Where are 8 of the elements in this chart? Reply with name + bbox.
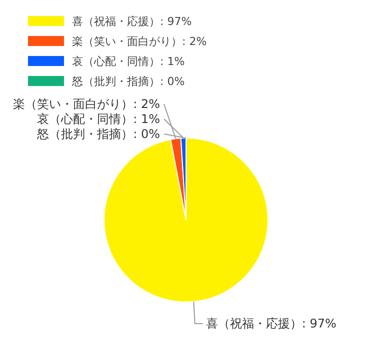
legend-label: 怒（批判・指摘）: 0% <box>71 75 185 88</box>
slice-label: 哀（心配・同情）: 1% <box>37 112 160 126</box>
slice-label: 喜（祝福・応援）: 97% <box>206 316 336 331</box>
legend-label: 哀（心配・同情）: 1% <box>72 55 185 68</box>
legend-label: 楽（笑い・面白がり）: 2% <box>72 35 207 48</box>
slice-label: 楽（笑い・面白がり）: 2% <box>13 97 160 111</box>
legend-label: 喜（祝福・応援）: 97% <box>72 15 192 28</box>
category-label: 怒（批判・指摘）: 0% <box>37 127 160 141</box>
